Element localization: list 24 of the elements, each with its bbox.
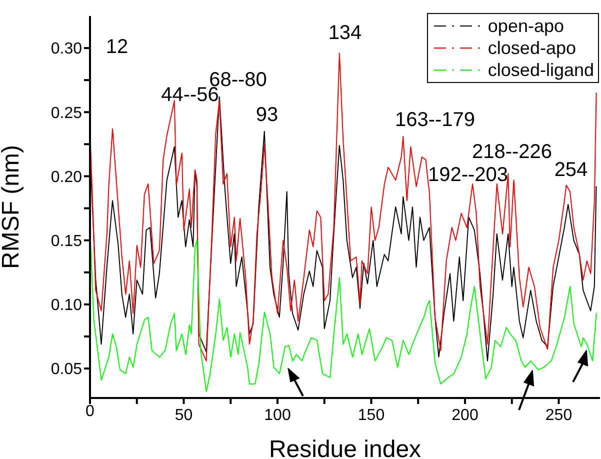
x-tick-label: 0 [86,403,94,421]
y-tick-label: 0.05 [50,361,82,378]
y-tick-label: 0.20 [50,168,82,186]
annotation: 192--203 [428,163,508,187]
y-tick-label: 0.15 [50,233,82,250]
x-tick-label: 100 [264,407,291,424]
legend-label: closed-ligand [488,59,594,81]
annotation: 218--226 [472,140,552,164]
y-tick-label: 0.25 [50,104,82,122]
x-tick-label: 150 [358,407,385,424]
x-axis-title: Residue index [268,436,422,459]
annotation: 93 [256,103,278,127]
annotation: 254 [554,158,588,182]
y-axis-title: RMSF (nm) [0,145,25,269]
x-tick-label: 50 [174,407,193,424]
y-tick-label: 0.30 [50,40,82,58]
annotation: 12 [106,35,128,59]
y-tick-label: 0.10 [50,297,82,314]
annotation: 163--179 [394,108,476,132]
legend-label: open-apo [488,15,564,37]
x-tick-label: 250 [545,407,572,424]
x-tick-label: 200 [452,407,478,424]
annotation: 134 [328,21,362,45]
legend-label: closed-apo [488,37,576,59]
